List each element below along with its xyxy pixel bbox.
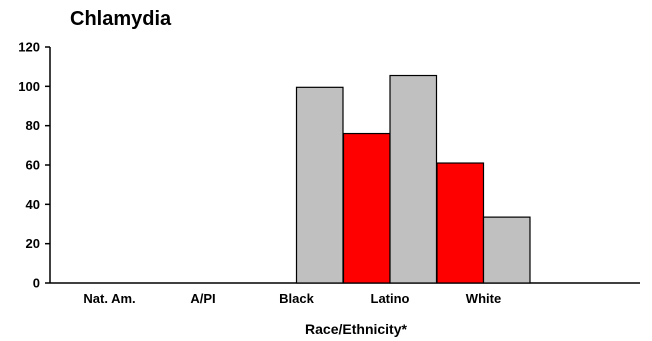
x-tick-label: White (466, 291, 501, 306)
y-axis: 0 20 40 60 80 100 120 (18, 40, 51, 291)
bar (436, 162, 485, 284)
bar (389, 74, 438, 284)
bar (342, 132, 391, 284)
x-tick-label: Black (279, 291, 314, 306)
x-tick-label: Nat. Am. (83, 291, 135, 306)
y-tick-label: 20 (26, 236, 40, 251)
bar (295, 86, 344, 284)
y-tick-label: 0 (33, 276, 40, 291)
x-axis: Nat. Am. A/PI Black Latino White (50, 282, 640, 306)
x-tick-label: Latino (371, 291, 410, 306)
y-tick-label: 100 (18, 79, 40, 94)
y-tick-label: 120 (18, 40, 40, 55)
y-tick-label: 40 (26, 197, 40, 212)
bars (295, 74, 531, 284)
y-tick-label: 60 (26, 158, 40, 173)
chart-title: Chlamydia (70, 8, 172, 30)
bar (482, 216, 531, 284)
y-tick-label: 80 (26, 118, 40, 133)
x-axis-title: Race/Ethnicity* (305, 321, 407, 337)
x-tick-label: A/PI (190, 291, 215, 306)
